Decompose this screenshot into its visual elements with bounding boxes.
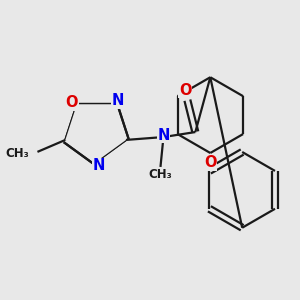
- Text: O: O: [66, 95, 78, 110]
- Text: N: N: [92, 158, 105, 173]
- Text: O: O: [179, 83, 192, 98]
- Text: CH₃: CH₃: [6, 147, 29, 161]
- Text: N: N: [111, 93, 124, 108]
- Text: CH₃: CH₃: [148, 168, 172, 182]
- Text: N: N: [157, 128, 170, 142]
- Polygon shape: [65, 104, 126, 162]
- Text: O: O: [204, 155, 217, 170]
